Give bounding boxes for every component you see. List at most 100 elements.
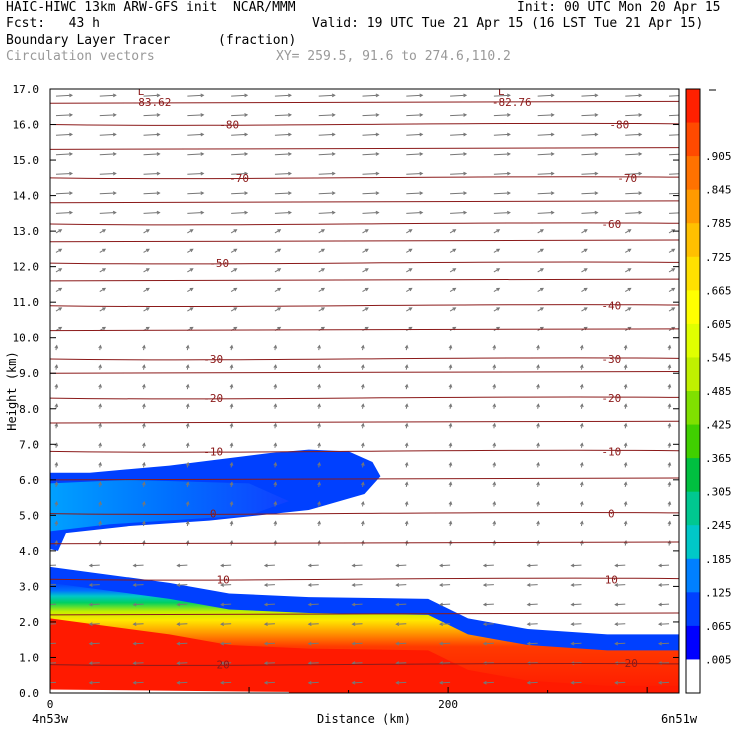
vector-arrow [89, 662, 100, 664]
vector-arrowhead [671, 287, 676, 292]
vector-arrowhead [54, 500, 59, 505]
vector-arrowhead [492, 500, 497, 505]
y-tick-label: 2.0 [19, 616, 39, 629]
vector-arrowhead [439, 583, 444, 587]
colorbar-label: .725 [705, 251, 732, 264]
vector-arrowhead [273, 344, 278, 349]
vector-arrowhead [244, 93, 249, 98]
vector-arrowhead [404, 520, 409, 525]
vector-arrowhead [579, 403, 584, 408]
vector-arrowhead [492, 364, 497, 369]
vector-arrowhead [364, 326, 369, 331]
colorbar-label: .305 [705, 486, 732, 499]
vector-arrow [308, 642, 319, 645]
vector-arrow [581, 172, 598, 175]
vector-arrowhead [623, 461, 628, 466]
vector-arrowhead [506, 191, 511, 196]
vector-arrowhead [88, 641, 93, 646]
vector-arrowhead [361, 461, 365, 466]
vector-arrowhead [623, 344, 628, 349]
vector-arrow [89, 681, 100, 684]
vector-arrowhead [375, 93, 380, 98]
vector-arrowhead [263, 583, 268, 587]
vector-arrowhead [614, 602, 619, 607]
vector-arrow [669, 153, 679, 156]
colorbar-label: .005 [705, 653, 732, 666]
vector-arrowhead [145, 287, 150, 292]
vector-arrowhead [375, 113, 380, 117]
vector-arrowhead [58, 326, 63, 331]
vector-arrow [221, 662, 232, 664]
vector-arrow [221, 681, 232, 684]
vector-arrow [571, 584, 582, 586]
vector-arrow [231, 212, 248, 214]
vector-arrowhead [463, 93, 468, 98]
vector-arrow [187, 212, 204, 214]
vector-arrowhead [463, 132, 468, 137]
vector-arrow [527, 681, 538, 684]
vector-arrowhead [321, 326, 326, 331]
vector-arrowhead [132, 602, 137, 607]
vector-arrowhead [307, 583, 312, 587]
vector-arrowhead [482, 680, 487, 685]
vector-arrowhead [200, 210, 205, 215]
vector-arrowhead [682, 192, 685, 195]
vector-arrowhead [98, 344, 102, 349]
vector-arrowhead [638, 171, 643, 176]
vector-arrow [450, 94, 467, 97]
vector-arrowhead [364, 268, 369, 272]
vector-arrowhead [331, 171, 336, 176]
colorbar-label: .245 [705, 519, 732, 532]
vector-arrow [450, 133, 467, 136]
vector-arrowhead [667, 344, 672, 349]
vector-arrowhead [536, 403, 540, 408]
y-tick-label: 8.0 [19, 403, 39, 416]
vector-arrow [406, 153, 423, 156]
vector-arrowhead [496, 229, 501, 233]
vector-arrow [187, 114, 204, 117]
vector-arrowhead [570, 602, 575, 607]
vector-arrowhead [579, 383, 584, 388]
vector-arrowhead [496, 307, 501, 311]
vector-arrow [318, 212, 335, 214]
vector-arrowhead [404, 364, 409, 369]
low-value: -82.76 [492, 96, 532, 109]
vector-arrow [231, 94, 248, 97]
vector-arrowhead [142, 540, 146, 545]
vector-arrow [187, 153, 204, 156]
vector-arrow [527, 623, 538, 625]
y-tick-label: 9.0 [19, 367, 39, 380]
vector-arrowhead [658, 680, 662, 685]
vector-arrowhead [452, 287, 457, 292]
x-axis-label: Distance (km) [317, 712, 411, 726]
vector-arrow [187, 94, 204, 97]
vector-arrowhead [540, 307, 544, 311]
y-tick-label: 16.0 [13, 119, 40, 132]
vector-arrowhead [142, 344, 146, 349]
vector-arrowhead [54, 422, 59, 427]
vector-arrowhead [583, 229, 588, 233]
vector-arrowhead [361, 364, 365, 369]
colorbar-swatch [686, 256, 700, 291]
vector-arrowhead [176, 583, 181, 587]
vector-arrow [177, 603, 188, 606]
vector-arrow [669, 114, 679, 117]
vector-arrowhead [112, 132, 117, 137]
vector-arrowhead [244, 113, 249, 117]
vector-arrowhead [463, 210, 468, 215]
temperature-contour-line [50, 396, 679, 400]
vector-arrowhead [682, 211, 685, 214]
vector-arrow [177, 584, 188, 586]
vector-arrowhead [452, 268, 457, 272]
vector-arrowhead [482, 622, 487, 626]
vector-arrowhead [408, 268, 413, 272]
vector-arrowhead [408, 307, 413, 311]
vector-arrowhead [288, 93, 292, 98]
vector-arrowhead [361, 520, 365, 525]
vector-arrowhead [132, 583, 137, 587]
vector-arrowhead [98, 422, 102, 427]
vector-arrowhead [58, 268, 63, 272]
vector-arrowhead [526, 563, 531, 568]
vector-arrow [231, 192, 248, 195]
vector-arrowhead [273, 500, 278, 505]
